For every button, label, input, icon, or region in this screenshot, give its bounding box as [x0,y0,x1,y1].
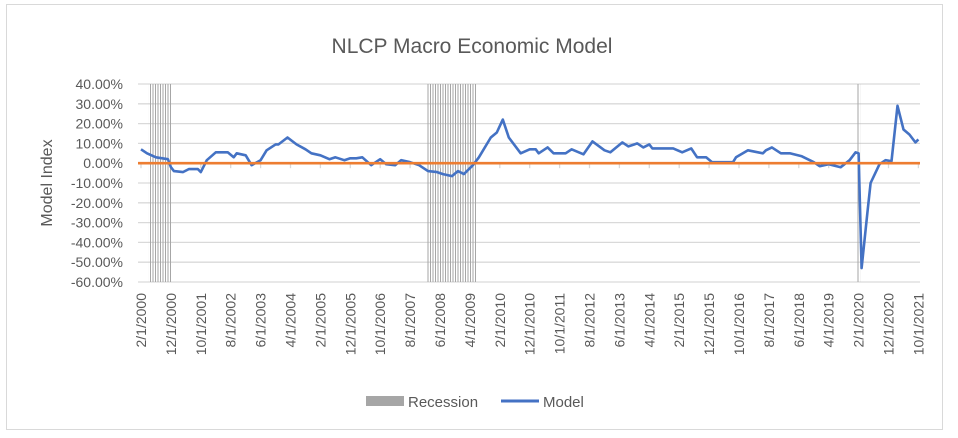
x-tick-label: 2/1/2005 [312,293,328,348]
y-axis-label: Model Index [39,139,56,226]
y-tick-label: -50.00% [71,254,123,270]
model-series-line [140,104,920,270]
x-tick-label: 2/1/2020 [851,293,867,348]
x-tick-label: 12/1/2000 [163,293,179,355]
x-tick-label: 10/1/2001 [193,293,209,355]
legend-model-label: Model [543,394,584,411]
x-tick-label: 6/1/2013 [611,293,627,348]
x-tick-label: 6/1/2003 [253,293,269,348]
x-tick-label: 12/1/2010 [522,293,538,355]
recession-band [148,84,173,282]
x-tick-label: 6/1/2008 [432,293,448,348]
legend: Recession Model [366,394,584,411]
x-tick-label: 4/1/2004 [283,293,299,348]
x-tick-label: 4/1/2014 [641,293,657,348]
chart-frame [6,4,943,430]
y-tick-label: -40.00% [71,234,123,250]
x-tick-label: 12/1/2005 [342,293,358,355]
x-tick-label: 10/1/2011 [552,293,568,354]
x-tick-label: 2/1/2015 [671,293,687,348]
y-tick-label: 20.00% [76,116,123,132]
y-tick-label: 0.00% [83,155,123,171]
legend-recession-label: Recession [408,394,478,411]
y-tick-label: -30.00% [71,215,123,231]
x-tick-label: 4/1/2019 [821,293,837,348]
x-tick-label: 2/1/2010 [492,293,508,348]
y-tick-label: -20.00% [71,195,123,211]
y-tick-label: 30.00% [76,96,123,112]
x-tick-label: 10/1/2016 [731,293,747,355]
x-tick-label: 8/1/2007 [402,293,418,348]
x-tick-label: 10/1/2006 [372,293,388,355]
x-tick-label: 8/1/2017 [761,293,777,348]
recession-band [426,84,478,282]
x-tick-label: 4/1/2009 [462,293,478,348]
y-tick-label: -10.00% [71,175,123,191]
x-tick-label: 8/1/2012 [582,293,598,348]
x-tick-label: 8/1/2002 [223,293,239,348]
y-tick-label: -60.00% [71,274,123,290]
y-tick-label: 40.00% [76,76,123,92]
x-tick-label: 12/1/2020 [881,293,897,355]
legend-recession-swatch [366,396,404,406]
x-tick-label: 10/1/2021 [910,293,926,355]
chart-title: NLCP Macro Economic Model [332,35,613,58]
y-tick-label: 10.00% [76,135,123,151]
x-tick-label: 2/1/2000 [133,293,149,348]
x-tick-label: 12/1/2015 [701,293,717,355]
x-tick-label: 6/1/2018 [791,293,807,348]
